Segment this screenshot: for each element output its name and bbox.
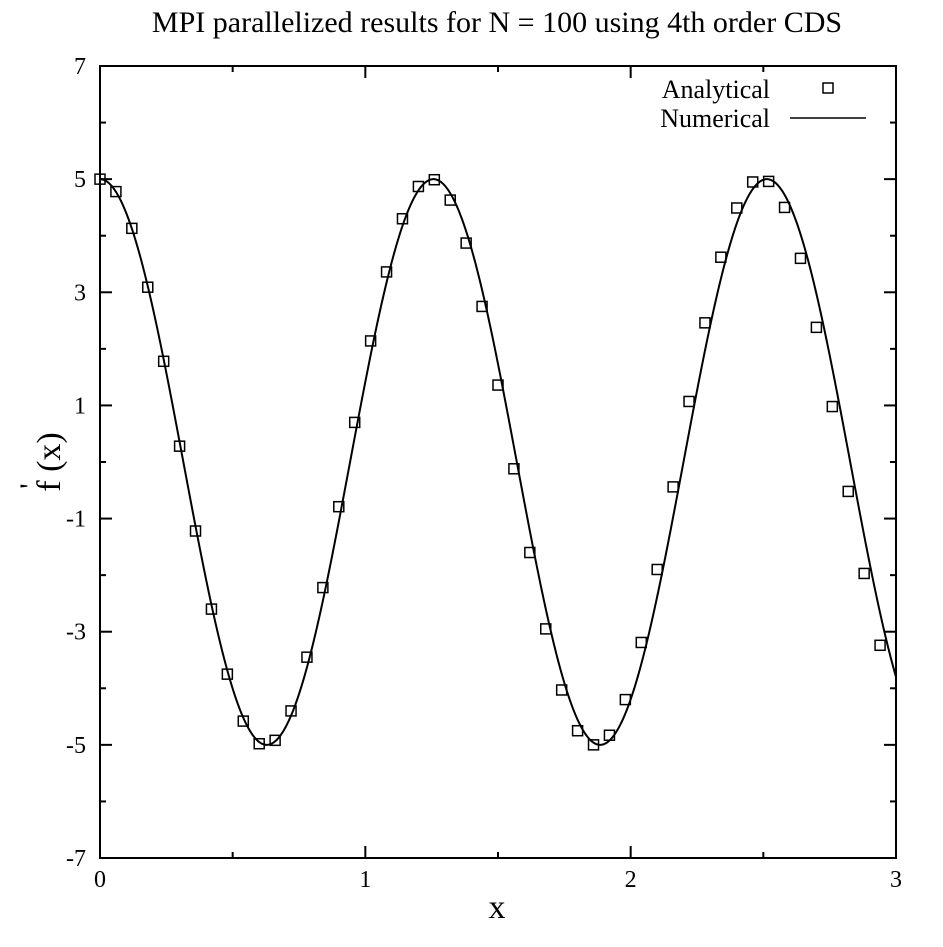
- data-point-analytical: [731, 202, 743, 214]
- y-tick-label: -3: [66, 620, 86, 646]
- data-point-analytical: [364, 335, 377, 347]
- data-point-analytical: [778, 201, 791, 214]
- plot-frame: [99, 65, 897, 859]
- data-point-analytical: [269, 734, 281, 747]
- y-axis-label: f (x) ': [14, 432, 68, 491]
- data-point-analytical: [157, 355, 170, 368]
- y-tick-label: 7: [74, 54, 86, 80]
- data-point-analytical: [842, 485, 854, 498]
- data-point-analytical: [348, 416, 361, 429]
- y-tick-label: 3: [74, 280, 86, 306]
- legend-label-analytical: Analytical: [662, 75, 770, 104]
- data-point-analytical: [715, 251, 727, 263]
- data-point-analytical: [762, 175, 775, 188]
- data-point-analytical: [810, 321, 823, 334]
- data-point-analytical: [126, 222, 138, 235]
- data-point-analytical: [874, 639, 886, 652]
- data-point-analytical: [651, 563, 663, 576]
- data-point-analytical: [173, 440, 186, 452]
- y-tick-label: -5: [66, 733, 86, 759]
- series-line-numerical: [99, 178, 897, 746]
- y-axis-label-text: f (x): [31, 432, 68, 491]
- data-point-analytical: [444, 194, 456, 206]
- x-tick-label: 1: [359, 867, 371, 893]
- data-point-analytical: [428, 173, 441, 186]
- data-point-analytical: [189, 525, 202, 537]
- y-tick-label: 5: [74, 167, 86, 193]
- data-point-analytical: [142, 281, 154, 293]
- x-axis-label: x: [489, 889, 506, 926]
- legend: Analytical Numerical: [660, 75, 866, 133]
- data-point-analytical: [619, 693, 632, 706]
- y-tick-label: -7: [66, 846, 86, 872]
- data-point-analytical: [683, 395, 695, 408]
- data-point-analytical: [380, 266, 393, 278]
- legend-marker-analytical: [822, 82, 834, 94]
- data-point-analytical: [826, 400, 839, 413]
- data-point-analytical: [587, 739, 600, 751]
- data-point-analytical: [794, 252, 807, 265]
- x-tick-label: 2: [625, 867, 637, 893]
- data-point-analytical: [205, 603, 218, 615]
- x-tick-label: 0: [94, 867, 106, 893]
- x-tick-label: 3: [890, 867, 902, 893]
- data-point-analytical: [221, 668, 234, 680]
- data-point-analytical: [555, 684, 568, 696]
- plot-content: [94, 173, 897, 751]
- data-point-analytical: [317, 581, 329, 594]
- data-point-analytical: [301, 651, 313, 663]
- legend-label-numerical: Numerical: [660, 104, 770, 133]
- data-point-analytical: [571, 724, 584, 737]
- data-point-analytical: [285, 705, 297, 717]
- y-tick-label: 1: [74, 393, 86, 419]
- data-point-analytical: [540, 623, 552, 635]
- data-point-analytical: [492, 379, 504, 391]
- y-tick-label: -1: [66, 507, 86, 533]
- data-point-analytical: [635, 636, 648, 649]
- data-point-analytical: [699, 317, 711, 329]
- data-point-analytical: [858, 567, 870, 580]
- data-point-analytical: [603, 729, 616, 741]
- chart-title: MPI parallelized results for N = 100 usi…: [152, 6, 842, 39]
- data-point-analytical: [524, 546, 536, 559]
- data-point-analytical: [333, 500, 345, 513]
- data-point-analytical: [667, 481, 679, 493]
- data-point-analytical: [396, 212, 409, 225]
- data-point-analytical: [253, 737, 265, 750]
- data-point-analytical: [237, 715, 250, 727]
- axis-tick-labels: 0 1 2 3 -7 -5 -3 -1 1 3 5 7: [66, 54, 902, 893]
- data-point-analytical: [412, 180, 425, 193]
- data-point-analytical: [110, 185, 122, 198]
- y-axis-label-prime: ': [14, 483, 47, 488]
- data-point-analytical: [476, 300, 488, 313]
- data-point-analytical: [508, 463, 520, 475]
- data-point-analytical: [746, 176, 759, 188]
- data-point-analytical: [460, 237, 472, 249]
